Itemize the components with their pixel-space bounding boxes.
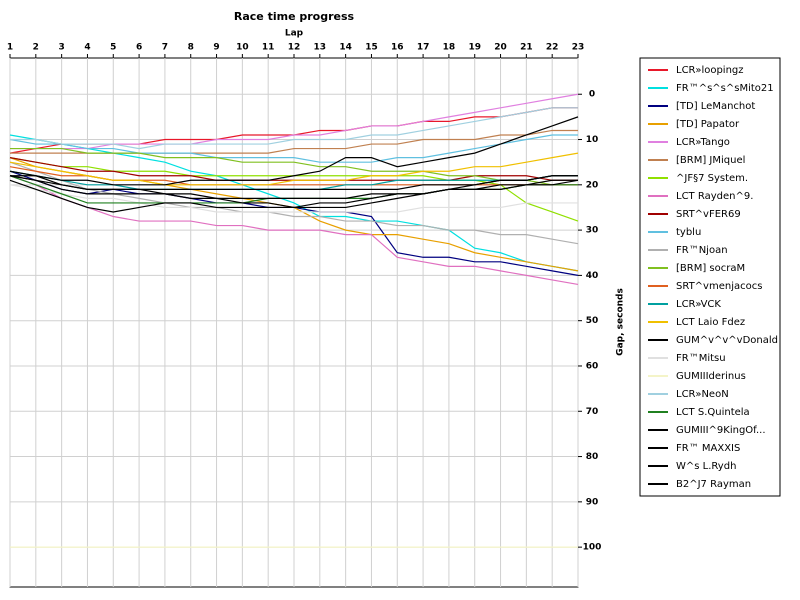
legend-label: SRT^vmenjacocs [676,281,762,292]
legend-label: LCT Rayden^9. [676,191,753,202]
legend-label: GUMIII^9KingOf... [676,425,766,436]
legend-label: B2^J7 Rayman [676,479,751,490]
series-line [10,116,579,186]
legend-box [639,57,781,497]
x-tick-label: 8 [188,43,194,53]
series-line [9,184,578,213]
legend-label: LCT Laio Fdez [676,317,745,328]
legend-label: LCR»NeoN [676,389,729,400]
series-line [9,134,579,272]
legend-label: FR™ MAXXIS [676,443,740,454]
legend-label: ^JF§7 System. [676,173,748,184]
y-tick-label: 20 [586,180,599,190]
x-tick-label: 6 [136,43,142,53]
x-tick-label: 13 [314,43,327,53]
legend-label: FR™Mitsu [676,353,726,364]
series-line [9,134,578,163]
y-tick-label: 100 [583,543,602,553]
x-tick-label: 23 [572,43,585,53]
series-line [10,93,579,150]
x-tick-label: 3 [59,43,65,53]
y-tick-label: 90 [586,497,599,507]
legend-label: [BRM] socraM [676,263,745,274]
x-tick-label: 18 [443,43,456,53]
series-line [9,175,579,286]
legend-label: FR™^s^s^sMito21 [676,83,774,94]
x-tick-label: 5 [110,43,116,53]
x-tick-label: 14 [339,43,352,53]
y-tick-label: 70 [586,407,599,417]
x-tick-label: 4 [84,43,90,53]
legend-label: tyblu [676,227,701,238]
x-tick-label: 12 [288,43,301,53]
y-axis-label: Gap, seconds [616,288,626,356]
y-tick-label: 0 [589,90,595,100]
y-tick-label: 80 [586,452,599,462]
legend-label: [TD] Papator [676,119,740,130]
y-tick-label: 30 [586,226,599,236]
legend-label: LCR»Tango [676,137,730,148]
x-tick-label: 20 [494,43,507,53]
series-line [10,147,578,186]
legend-label: GUM^v^v^vDonald [676,335,778,346]
x-tick-label: 22 [546,43,559,53]
series-line [9,175,578,209]
legend-label: LCR»VCK [676,299,721,310]
x-tick-label: 9 [213,43,219,53]
y-tick-label: 60 [586,361,599,371]
legend-label: [TD] LeManchot [676,101,755,112]
y-tick-label: 40 [586,271,599,281]
x-tick-label: 16 [391,43,404,53]
x-tick-label: 15 [365,43,378,53]
x-axis-label: Lap [285,29,304,39]
x-tick-label: 19 [468,43,481,53]
series-line [9,152,579,186]
y-tick-label: 10 [586,135,599,145]
y-tick-label: 50 [586,316,599,326]
legend-label: FR™Njoan [676,245,728,256]
x-tick-label: 2 [33,43,39,53]
legend-label: GUMIIIderinus [676,371,746,382]
x-tick-label: 7 [162,43,168,53]
x-tick-label: 17 [417,43,430,53]
x-tick-label: 21 [520,43,533,53]
series-line [10,107,578,150]
x-tick-label: 10 [236,43,249,53]
x-tick-label: 1 [7,43,13,53]
legend-label: [BRM] JMiquel [676,155,745,166]
legend-label: W^s L.Rydh [676,461,736,472]
legend-label: SRT^vFER69 [676,209,741,220]
x-tick-label: 11 [262,43,275,53]
series-line [9,161,579,245]
chart-title: Race time progress [234,10,355,23]
legend-label: LCT S.Quintela [676,407,750,418]
legend-label: LCR»loopingz [676,65,744,76]
series-line [9,175,578,200]
